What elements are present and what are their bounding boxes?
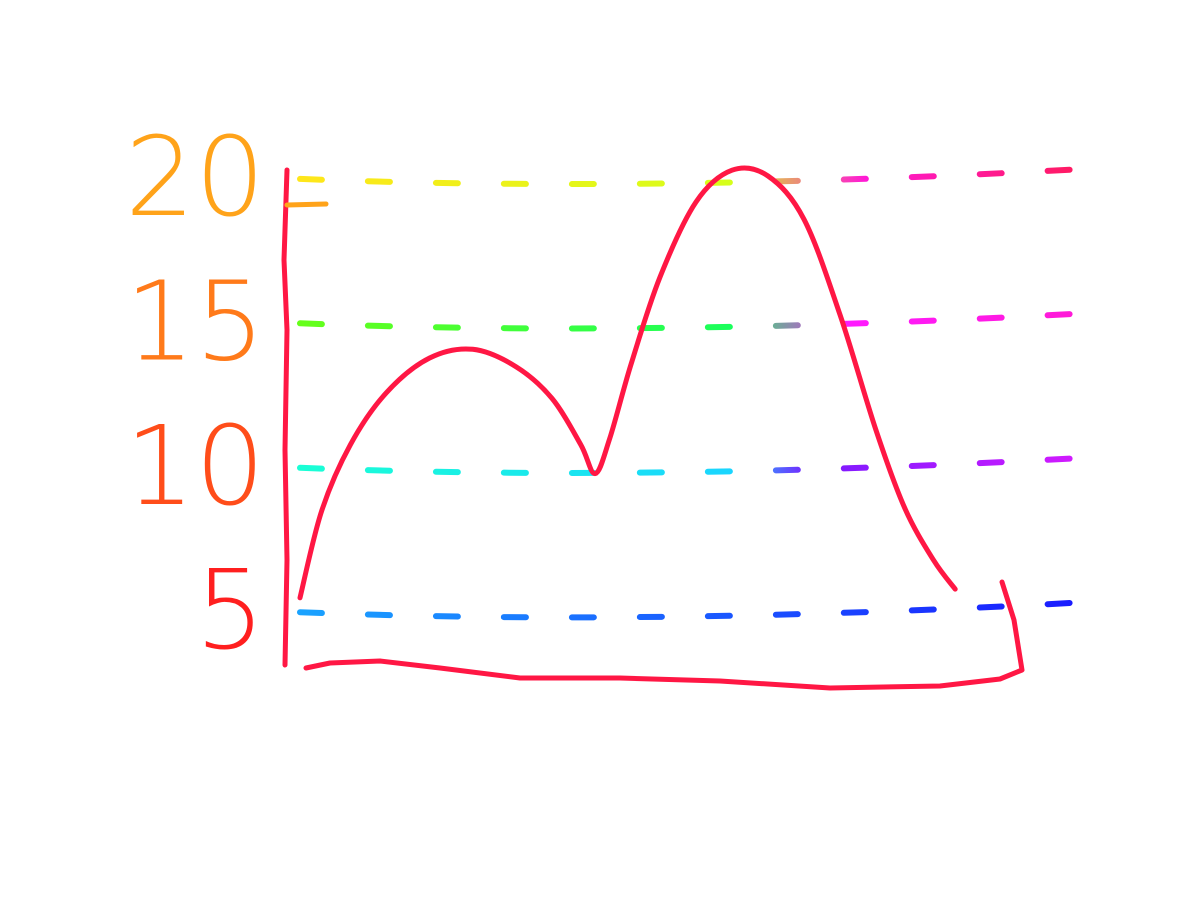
gridline-5 (297, 599, 1088, 621)
axes (281, 167, 1025, 691)
y-tick-labels: 20 15 10 5 (125, 113, 265, 674)
y-tick-label-10: 10 (125, 402, 265, 530)
gridlines (297, 165, 1088, 621)
y-axis-top-tick (284, 201, 329, 208)
y-tick-label-5: 5 (195, 546, 265, 674)
gridline-20 (297, 165, 1088, 188)
y-tick-label-15: 15 (125, 257, 265, 385)
y-tick-label-20: 20 (125, 113, 265, 241)
gridline-10 (297, 454, 1088, 476)
y-axis (281, 167, 290, 668)
gridline-15 (297, 310, 1088, 332)
series-line-0 (297, 165, 958, 601)
series-layer (297, 165, 958, 601)
x-axis (303, 579, 1025, 691)
